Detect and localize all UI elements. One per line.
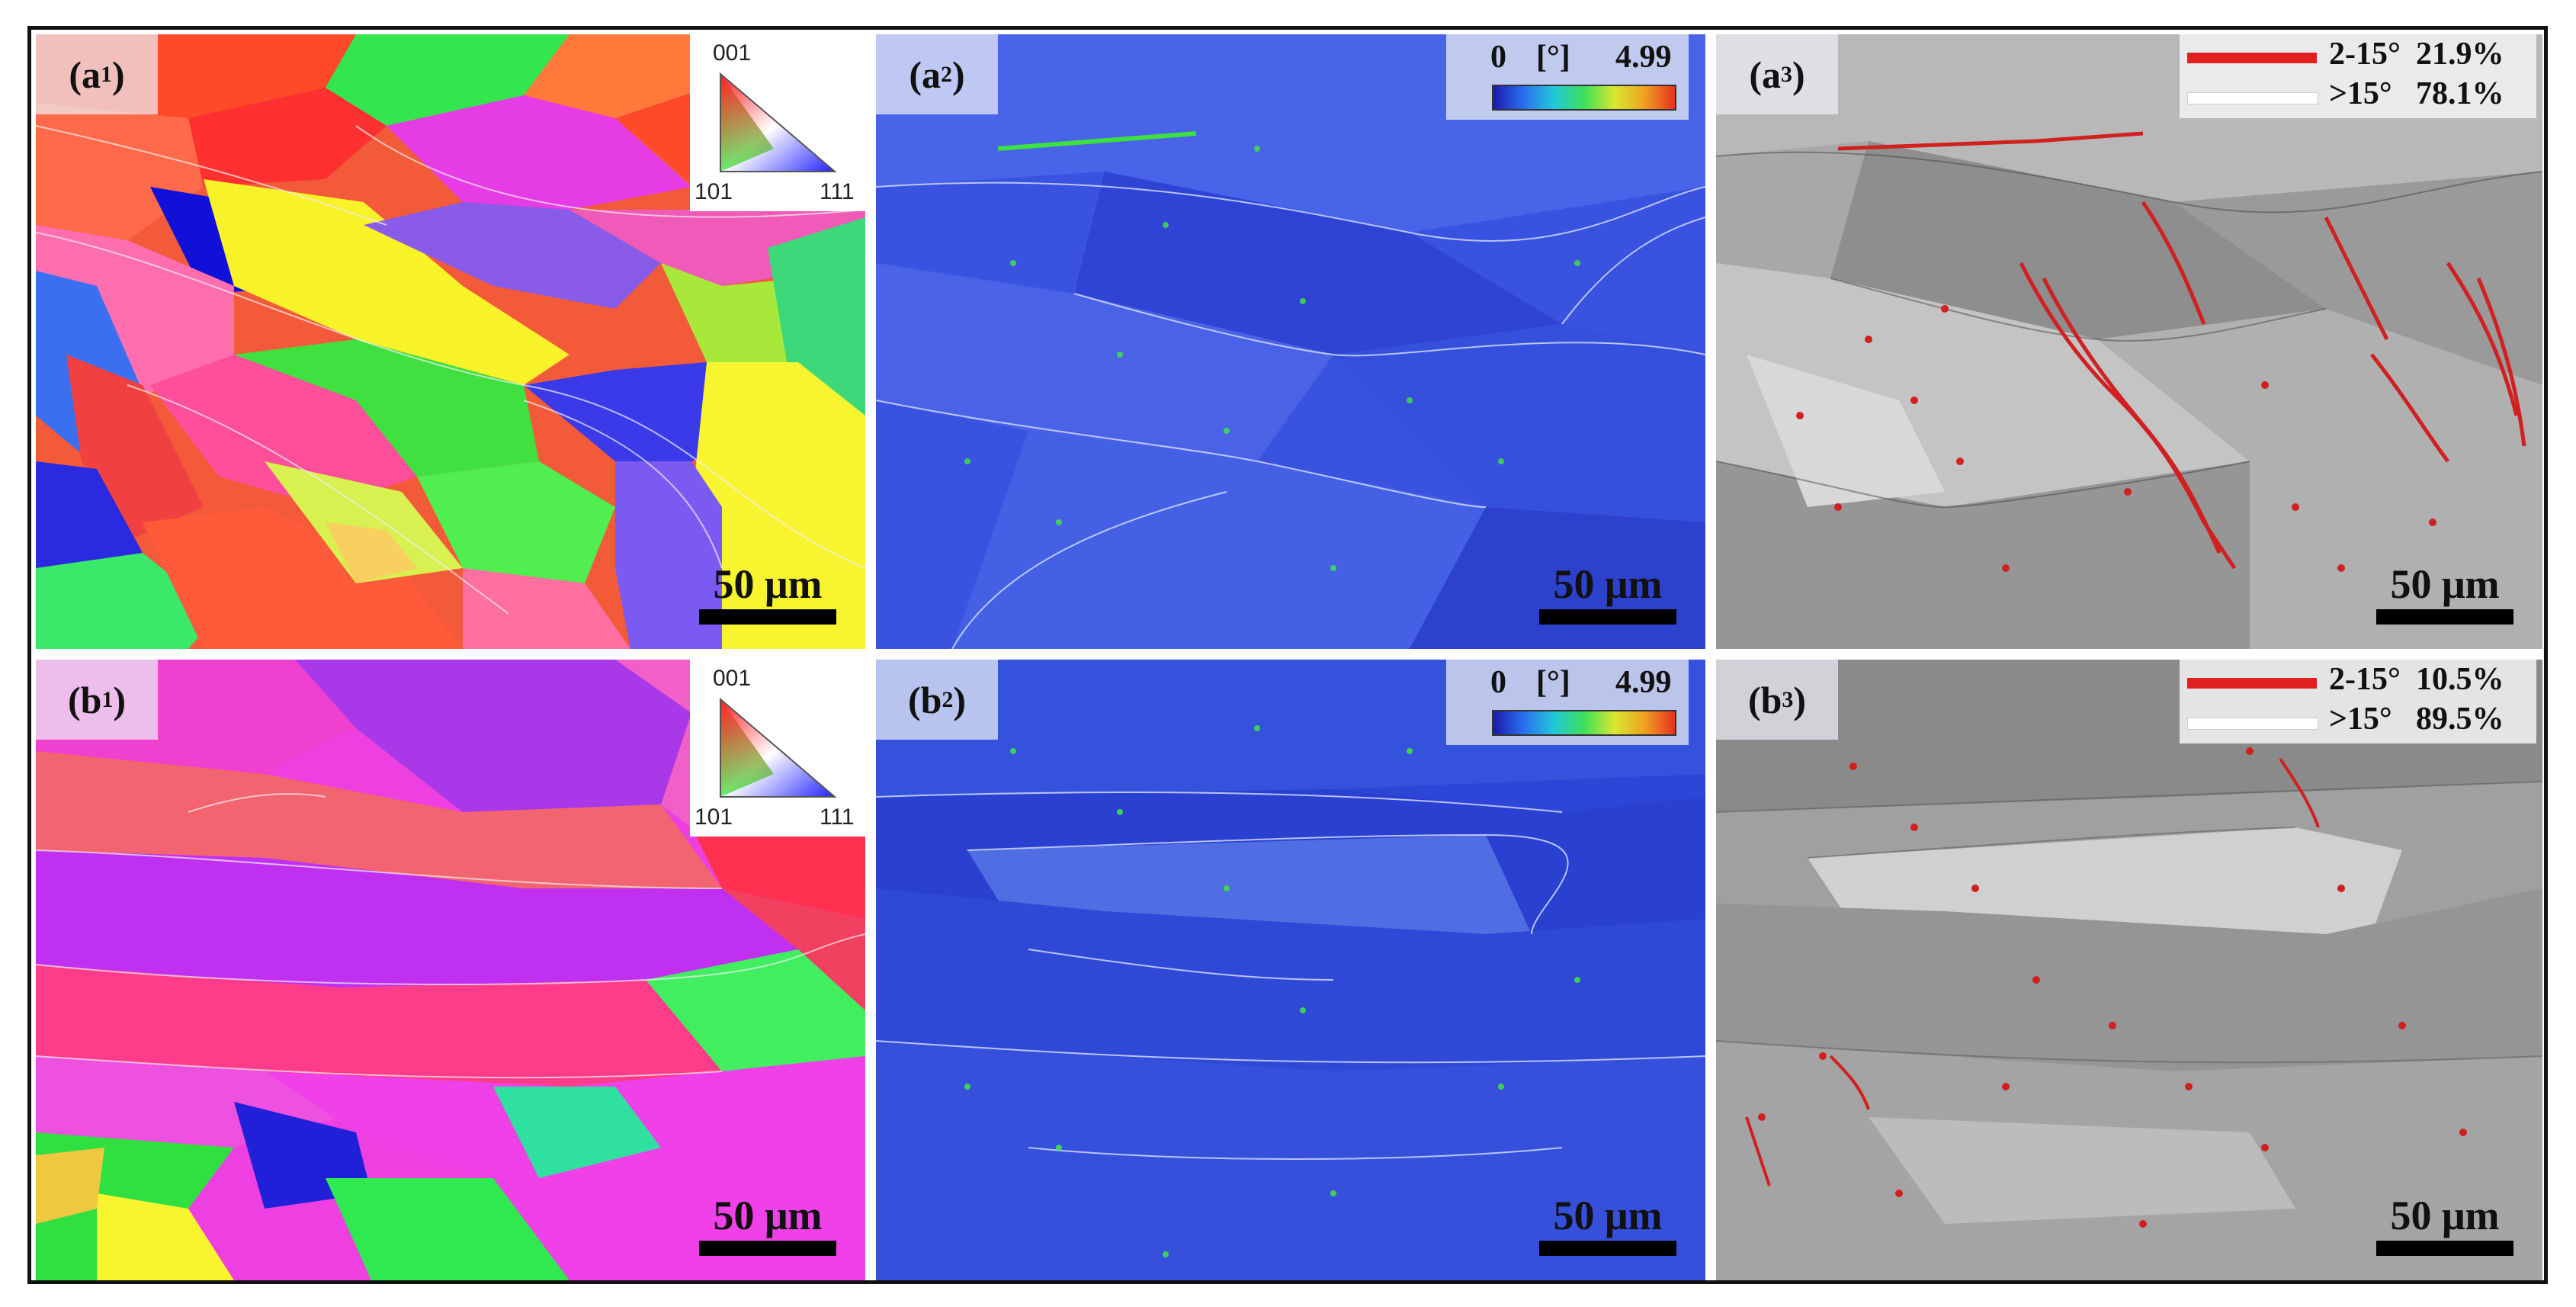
panel-label-subscript: 2 <box>941 61 952 87</box>
panel-label-text: (b <box>67 678 102 721</box>
gb-swatch-red <box>2187 678 2317 689</box>
ipf-label-001: 001 <box>713 666 752 691</box>
panel-label-close: ) <box>952 53 965 96</box>
panel-b1-ipf-map: (b 1) 001 1 <box>36 660 865 1280</box>
gb-high-angle-label: >15° <box>2329 702 2392 737</box>
scale-bar-line <box>1539 1241 1676 1256</box>
gb-low-angle-label: 2-15° <box>2329 662 2401 697</box>
panel-label-close: ) <box>953 678 967 721</box>
panel-label-b1: (b 1) <box>36 660 158 740</box>
scale-bar-line <box>2376 609 2513 625</box>
scale-bar-text: 50 μm <box>1553 561 1663 607</box>
gb-legend-row-low-angle: 2-15° 10.5% <box>2187 661 2538 699</box>
panel-label-text: (b <box>907 678 942 721</box>
gb-map-image-a3 <box>1716 34 2542 649</box>
scale-bar-a1: 50 μm <box>699 562 836 625</box>
panel-label-a3: (a 3) <box>1716 34 1838 114</box>
panel-a1-ipf-map: (a 1) 001 1 <box>36 34 865 649</box>
scale-bar-b2: 50 μm <box>1539 1193 1676 1256</box>
panel-label-subscript: 2 <box>942 686 954 712</box>
kam-legend-max: 4.99 <box>1615 665 1672 700</box>
ipf-label-111: 111 <box>820 179 855 204</box>
scale-bar-text: 50 μm <box>713 1193 823 1238</box>
gb-high-angle-label: >15° <box>2329 76 2392 111</box>
gb-swatch-white <box>2187 718 2318 730</box>
ipf-label-101: 101 <box>695 804 733 830</box>
scale-bar-text: 50 μm <box>2390 1193 2500 1238</box>
kam-map-image-a2 <box>876 34 1705 649</box>
gb-high-angle-percent: 89.5% <box>2416 702 2504 737</box>
gb-swatch-red <box>2187 53 2317 63</box>
kam-legend-unit: [°] <box>1536 40 1570 75</box>
scale-bar-line <box>699 609 836 625</box>
scale-bar-a3: 50 μm <box>2376 562 2513 625</box>
ipf-label-101: 101 <box>695 179 733 204</box>
panel-a3-grain-boundary-map: (a 3) 2-15° 21.9% >15° 78.1% 50 μm <box>1716 34 2542 649</box>
panel-label-a1: (a 1) <box>36 34 158 114</box>
panel-label-subscript: 3 <box>1781 61 1792 87</box>
gb-low-angle-percent: 21.9% <box>2416 37 2504 72</box>
panel-label-close: ) <box>112 53 125 96</box>
ipf-triangle-icon <box>720 72 837 172</box>
panel-label-b3: (b 3) <box>1716 660 1838 740</box>
kam-legend-min: 0 <box>1490 665 1506 700</box>
kam-legend-min: 0 <box>1490 40 1506 75</box>
ipf-label-111: 111 <box>820 804 855 830</box>
gb-legend-row-low-angle: 2-15° 21.9% <box>2187 36 2538 74</box>
gb-low-angle-label: 2-15° <box>2329 37 2401 72</box>
kam-legend-unit: [°] <box>1536 665 1570 700</box>
ipf-map-image-b1 <box>36 660 865 1280</box>
scale-bar-text: 50 μm <box>713 561 823 607</box>
gb-legend-row-high-angle: >15° 89.5% <box>2187 701 2538 739</box>
gb-legend: 2-15° 21.9% >15° 78.1% <box>2180 34 2536 118</box>
gb-map-image-b3 <box>1716 660 2542 1280</box>
panel-label-close: ) <box>1792 53 1805 96</box>
panel-a2-kam-map: (a 2) 0 [°] 4.99 50 μm <box>876 34 1705 649</box>
panel-b2-kam-map: (b 2) 0 [°] 4.99 50 μm <box>876 660 1705 1280</box>
scale-bar-b1: 50 μm <box>699 1193 836 1256</box>
scale-bar-line <box>1539 609 1676 625</box>
ipf-triangle-legend: 001 101 111 <box>690 34 865 211</box>
panel-label-subscript: 3 <box>1782 686 1794 712</box>
scale-bar-text: 50 μm <box>1553 1193 1663 1238</box>
panel-label-text: (a <box>69 53 101 96</box>
scale-bar-b3: 50 μm <box>2376 1193 2513 1256</box>
gb-legend-row-high-angle: >15° 78.1% <box>2187 75 2538 114</box>
panel-label-close: ) <box>113 678 127 721</box>
kam-color-legend: 0 [°] 4.99 <box>1446 34 1689 120</box>
panel-label-text: (b <box>1747 678 1782 721</box>
scale-bar-text: 50 μm <box>2390 561 2500 607</box>
gb-legend: 2-15° 10.5% >15° 89.5% <box>2180 660 2536 743</box>
panel-label-b2: (b 2) <box>876 660 998 740</box>
panel-b3-grain-boundary-map: (b 3) 2-15° 10.5% >15° 89.5% 50 μm <box>1716 660 2542 1280</box>
panel-label-subscript: 1 <box>101 61 112 87</box>
kam-color-bar <box>1492 85 1676 111</box>
scale-bar-a2: 50 μm <box>1539 562 1676 625</box>
gb-swatch-white <box>2187 92 2318 104</box>
panel-label-close: ) <box>1793 678 1807 721</box>
scale-bar-line <box>2376 1241 2513 1256</box>
ipf-triangle-icon <box>720 697 837 798</box>
kam-color-bar <box>1492 710 1676 736</box>
ipf-triangle-legend: 001 101 111 <box>690 660 865 837</box>
panel-label-subscript: 1 <box>101 686 114 712</box>
figure-frame: (a 1) 001 1 <box>27 26 2548 1284</box>
kam-color-legend: 0 [°] 4.99 <box>1446 660 1689 745</box>
scale-bar-line <box>699 1241 836 1256</box>
kam-legend-max: 4.99 <box>1615 40 1672 75</box>
kam-map-image-b2 <box>876 660 1705 1280</box>
panel-label-text: (a <box>909 53 941 96</box>
gb-low-angle-percent: 10.5% <box>2416 662 2504 697</box>
panel-label-text: (a <box>1749 53 1781 96</box>
panel-label-a2: (a 2) <box>876 34 998 114</box>
gb-high-angle-percent: 78.1% <box>2416 76 2504 111</box>
ipf-label-001: 001 <box>713 40 752 66</box>
